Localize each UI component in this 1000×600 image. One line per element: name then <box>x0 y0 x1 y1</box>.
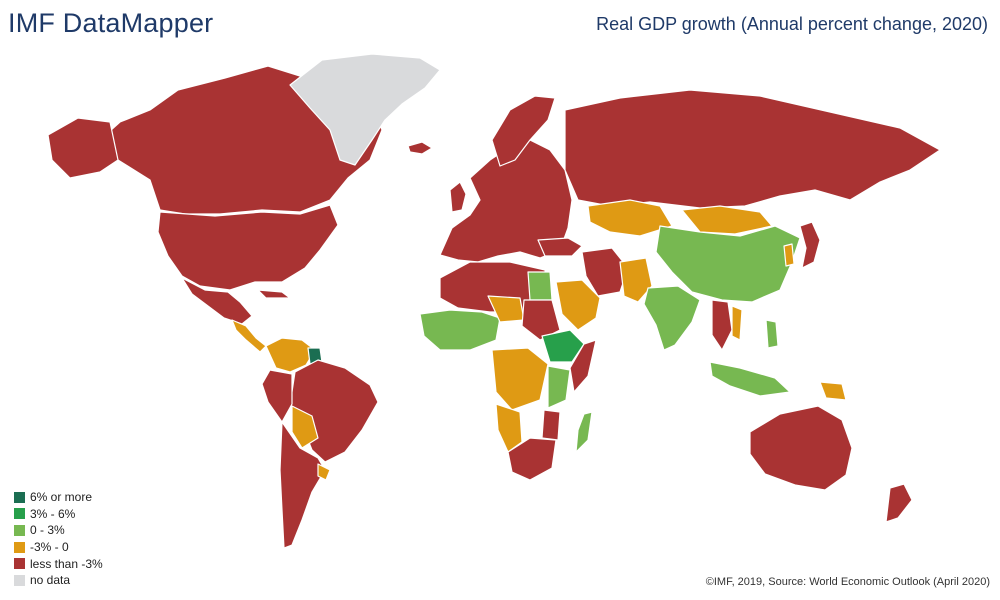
region-greenland[interactable] <box>289 53 441 166</box>
region-papua-new-guinea[interactable] <box>819 381 847 401</box>
region-australia[interactable] <box>749 405 853 491</box>
legend-item: 3% - 6% <box>14 506 103 523</box>
region-egypt[interactable] <box>527 271 553 301</box>
legend-item: 6% or more <box>14 489 103 506</box>
region-indonesia[interactable] <box>709 361 791 397</box>
region-kazakhstan[interactable] <box>587 199 673 237</box>
region-madagascar[interactable] <box>575 411 593 453</box>
region-angola-namibia[interactable] <box>495 403 523 453</box>
region-central-africa[interactable] <box>491 347 549 411</box>
legend-label: no data <box>30 573 71 588</box>
region-iran[interactable] <box>581 247 629 297</box>
legend-item: less than -3% <box>14 555 103 572</box>
region-usa[interactable] <box>157 204 339 291</box>
region-turkey[interactable] <box>537 237 583 257</box>
region-mozambique[interactable] <box>541 409 561 441</box>
legend-swatch <box>14 574 25 586</box>
region-peru[interactable] <box>261 369 293 423</box>
legend-label: -3% - 0 <box>30 540 69 555</box>
region-east-africa[interactable] <box>547 365 571 409</box>
legend-swatch <box>14 508 25 520</box>
region-cuba[interactable] <box>257 289 291 299</box>
region-somalia[interactable] <box>569 339 597 393</box>
region-new-zealand[interactable] <box>885 483 913 523</box>
region-scandinavia[interactable] <box>491 95 556 167</box>
region-korea[interactable] <box>783 243 795 267</box>
legend-swatch <box>14 558 25 570</box>
region-india[interactable] <box>643 285 701 351</box>
region-alaska[interactable] <box>47 117 119 179</box>
legend-label: less than -3% <box>30 556 103 571</box>
legend-swatch <box>14 491 25 503</box>
legend-swatch <box>14 524 25 536</box>
region-china[interactable] <box>655 225 801 303</box>
legend-label: 6% or more <box>30 490 93 505</box>
world-map[interactable] <box>0 40 1000 565</box>
region-bolivia[interactable] <box>291 405 319 449</box>
region-ethiopia[interactable] <box>541 329 585 363</box>
legend-swatch <box>14 541 25 553</box>
region-argentina-chile[interactable] <box>279 421 326 549</box>
region-saudi-arabia[interactable] <box>555 279 601 331</box>
legend-item: -3% - 0 <box>14 539 103 556</box>
region-uk[interactable] <box>449 181 467 213</box>
legend: 6% or more 3% - 6% 0 - 3% -3% - 0 less than… <box>14 489 103 589</box>
source-credit: ©IMF, 2019, Source: World Economic Outlo… <box>705 576 990 588</box>
region-west-africa[interactable] <box>419 309 501 351</box>
app-title: IMF DataMapper <box>8 8 214 38</box>
legend-label: 0 - 3% <box>30 523 65 538</box>
region-central-america[interactable] <box>231 319 267 353</box>
region-southern-africa[interactable] <box>507 437 557 481</box>
map-title: Real GDP growth (Annual percent change, … <box>596 14 988 34</box>
legend-label: 3% - 6% <box>30 506 76 521</box>
region-southeast-asia-mainland[interactable] <box>711 299 733 351</box>
region-mongolia[interactable] <box>681 205 773 235</box>
legend-item: no data <box>14 572 103 589</box>
region-japan[interactable] <box>799 221 821 269</box>
region-mexico[interactable] <box>181 277 253 325</box>
region-russia[interactable] <box>564 89 941 209</box>
region-philippines[interactable] <box>765 319 779 349</box>
region-uruguay[interactable] <box>317 463 331 481</box>
region-iceland[interactable] <box>407 141 433 155</box>
region-vietnam[interactable] <box>731 305 743 341</box>
legend-item: 0 - 3% <box>14 522 103 539</box>
region-afghanistan-pakistan[interactable] <box>619 257 653 303</box>
